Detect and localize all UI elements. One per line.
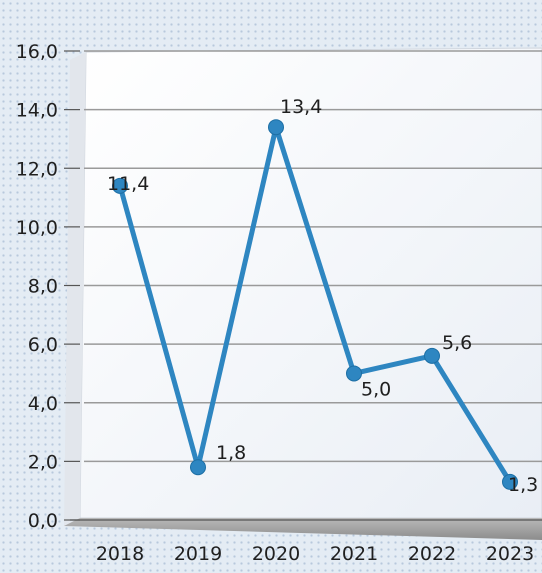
- data-point: [502, 473, 518, 490]
- y-tick-label: 6,0: [28, 334, 58, 356]
- y-tick-label: 4,0: [28, 393, 58, 415]
- y-tick-label: 14,0: [16, 100, 58, 122]
- series-markers: [112, 119, 518, 490]
- data-point: [424, 347, 440, 364]
- y-tick-label: 0,0: [28, 510, 58, 532]
- series-line-group: [117, 124, 513, 485]
- data-point: [346, 365, 362, 382]
- x-tick-label: 2020: [252, 543, 300, 565]
- x-axis: 2018 2019 2020 2021 2022 2023: [70, 519, 542, 565]
- y-tick-label: 8,0: [28, 276, 58, 298]
- series-line: [117, 124, 513, 485]
- data-point: [190, 459, 206, 476]
- x-tick-label: 2019: [174, 543, 222, 565]
- y-tick-label: 10,0: [16, 217, 58, 239]
- data-label: 11,4: [107, 173, 149, 195]
- data-point: [112, 177, 128, 194]
- data-point: [268, 119, 284, 136]
- x-tick-label: 2021: [330, 543, 378, 565]
- data-label: 5,6: [442, 332, 472, 354]
- x-tick-label: 2018: [96, 543, 144, 565]
- data-label: 1,3: [508, 474, 538, 496]
- plot-side-wall: [64, 52, 86, 526]
- y-tick-label: 16,0: [16, 41, 58, 63]
- y-tick-label: 12,0: [16, 158, 58, 180]
- plot-floor: [64, 518, 542, 540]
- x-tick-label: 2022: [408, 543, 456, 565]
- x-tick-label: 2023: [486, 543, 534, 565]
- data-labels: 11,4 1,8 13,4 5,0 5,6 1,3: [107, 96, 538, 496]
- data-label: 1,8: [216, 442, 246, 464]
- gridlines: [84, 50, 542, 463]
- data-label: 5,0: [361, 378, 391, 400]
- data-label: 13,4: [280, 96, 322, 118]
- y-tick-label: 2,0: [28, 451, 58, 473]
